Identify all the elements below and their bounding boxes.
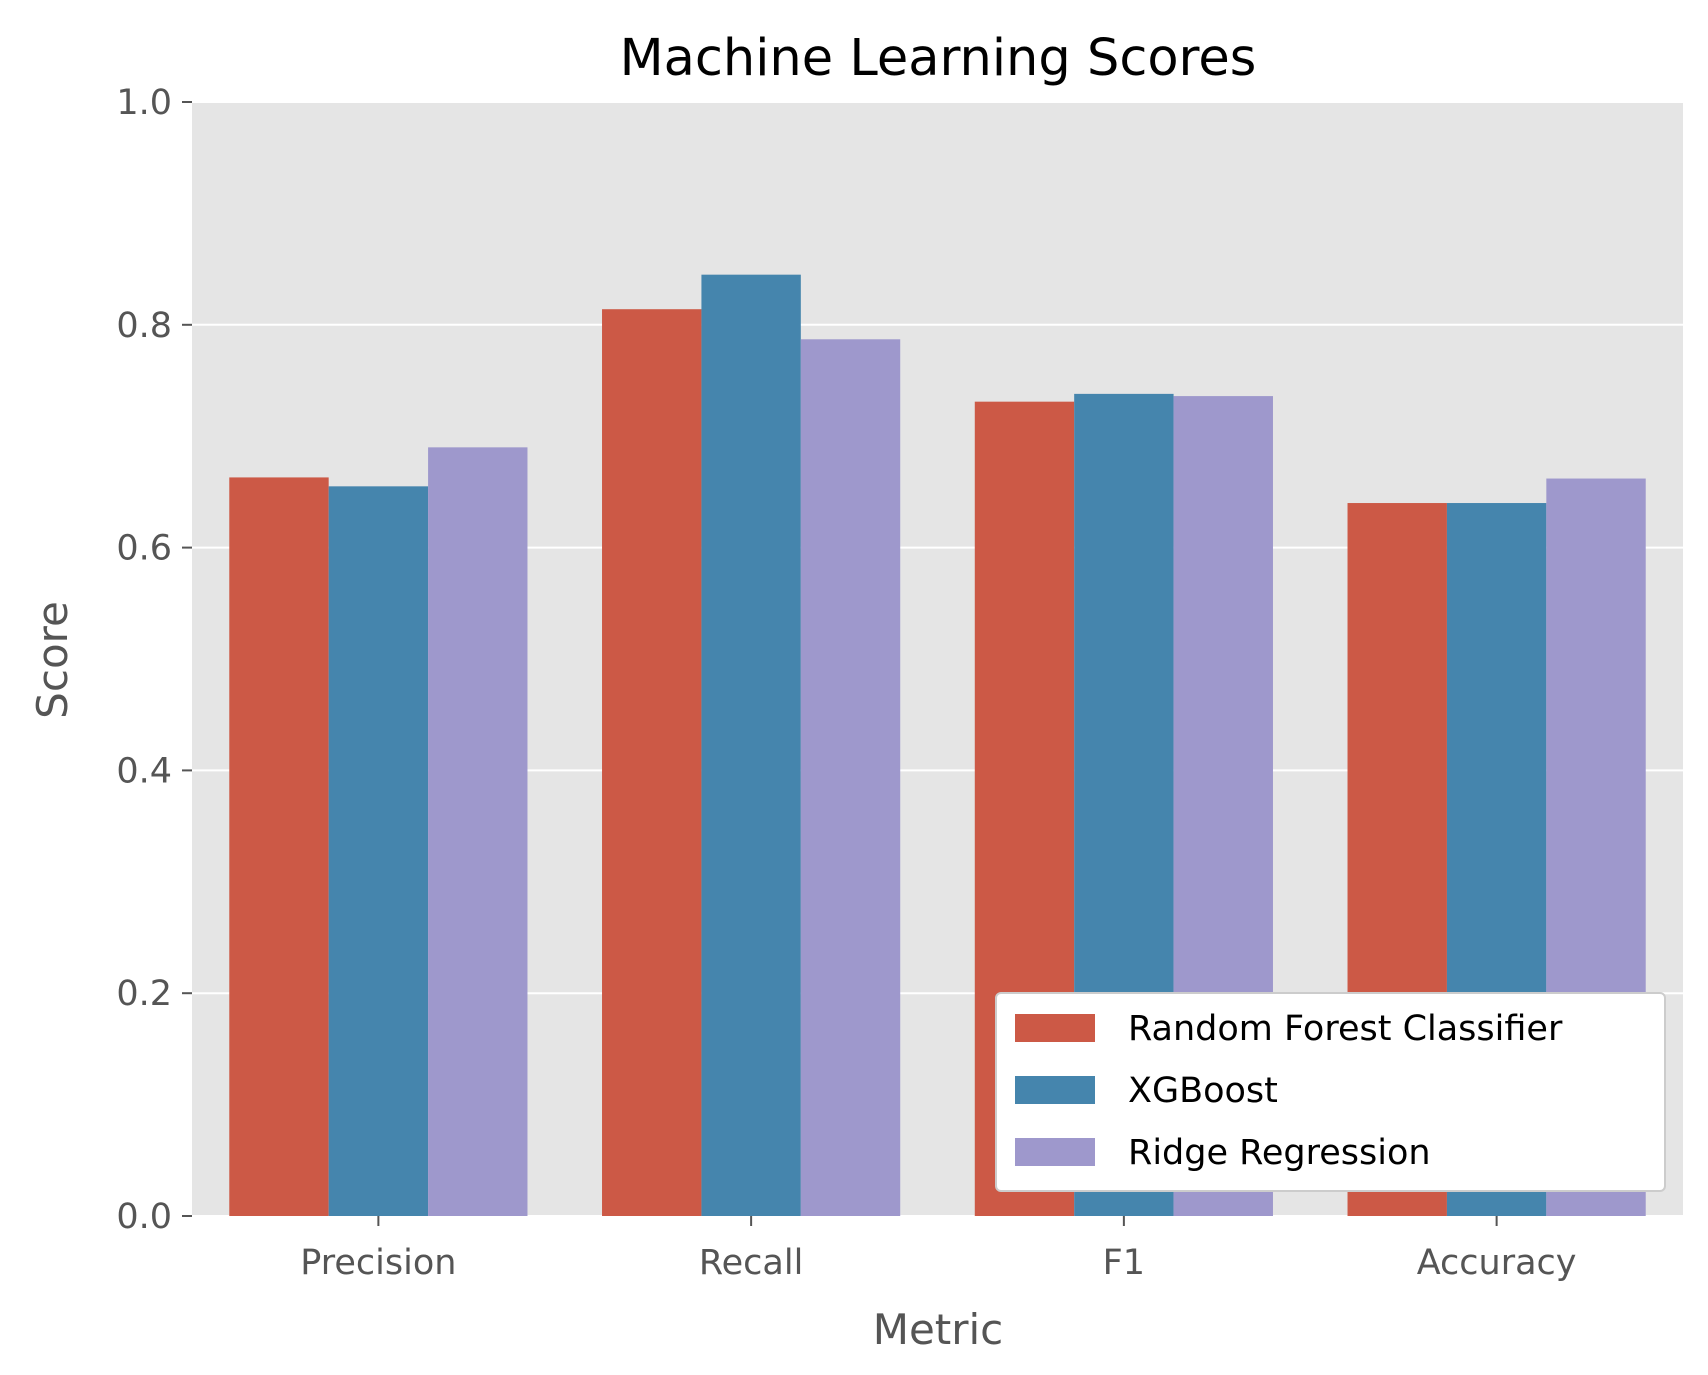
legend-label: XGBoost bbox=[1128, 1071, 1278, 1111]
y-tick-label: 0.4 bbox=[116, 751, 172, 791]
y-tick-label: 0.0 bbox=[116, 1197, 172, 1237]
bar-precision-xgboost bbox=[328, 486, 429, 1217]
bar-recall-random-forest-classifier bbox=[602, 309, 702, 1217]
legend-frame bbox=[995, 992, 1666, 1192]
legend-label: Ridge Regression bbox=[1128, 1133, 1431, 1173]
y-tick-label: 1.0 bbox=[116, 83, 172, 123]
bar-precision-ridge-regression bbox=[428, 447, 528, 1217]
y-tick-label: 0.2 bbox=[116, 974, 172, 1014]
legend-swatch bbox=[1015, 1138, 1095, 1166]
chart-title: Machine Learning Scores bbox=[620, 29, 1257, 88]
legend-label: Random Forest Classifier bbox=[1128, 1009, 1563, 1049]
legend-swatch bbox=[1015, 1076, 1095, 1104]
legend-swatch bbox=[1015, 1014, 1095, 1042]
x-axis-title: Metric bbox=[873, 1305, 1004, 1354]
y-axis-title: Score bbox=[28, 601, 77, 719]
x-tick-label: Recall bbox=[699, 1243, 803, 1283]
bar-precision-random-forest-classifier bbox=[229, 477, 329, 1217]
x-tick-label: Precision bbox=[300, 1243, 456, 1283]
y-tick-label: 0.8 bbox=[116, 306, 172, 346]
x-axis: Precision Recall F1 Accuracy bbox=[300, 1216, 1577, 1283]
y-axis: 0.0 0.2 0.4 0.6 0.8 1.0 bbox=[116, 83, 192, 1237]
x-tick-label: F1 bbox=[1103, 1243, 1145, 1283]
x-tick-label: Accuracy bbox=[1417, 1243, 1577, 1283]
bar-recall-xgboost bbox=[701, 274, 801, 1216]
legend: Random Forest Classifier XGBoost Ridge Reg… bbox=[995, 992, 1666, 1192]
y-tick-label: 0.6 bbox=[116, 529, 172, 569]
bar-recall-ridge-regression bbox=[800, 339, 901, 1217]
